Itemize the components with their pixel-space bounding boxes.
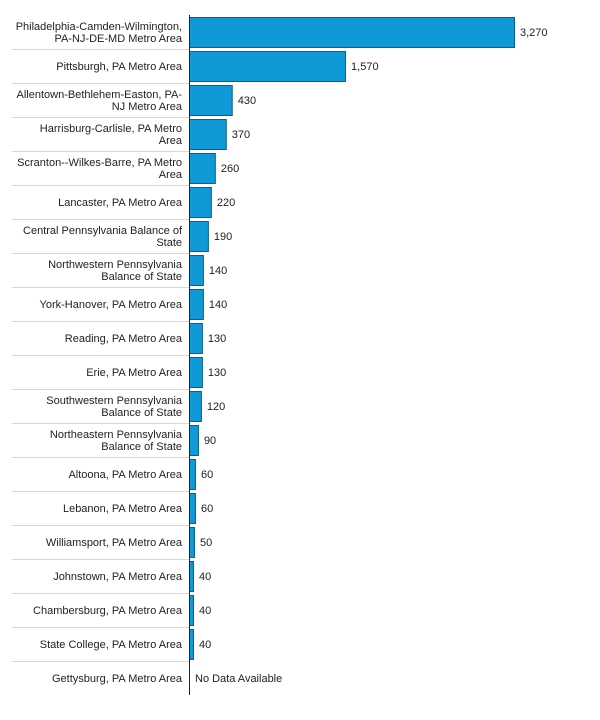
bar — [189, 153, 216, 184]
category-label-line: Allentown-Bethlehem-Easton, PA- — [17, 89, 183, 101]
category-label: Philadelphia-Camden-Wilmington, PA-NJ-DE-… — [16, 21, 183, 45]
category-label: Southwestern Pennsylvania Balance of Stat… — [46, 395, 183, 419]
category-label: State College, PA Metro Area — [40, 639, 183, 651]
category-label-line: Chambersburg, PA Metro Area — [33, 605, 183, 617]
bar — [189, 187, 212, 218]
value-label: 130 — [208, 367, 226, 379]
bar — [189, 323, 203, 354]
bar — [189, 17, 515, 48]
category-label-line: Northeastern Pennsylvania — [50, 429, 183, 441]
value-label: 260 — [221, 163, 239, 175]
category-label-line: Northwestern Pennsylvania — [48, 259, 183, 271]
category-label: Reading, PA Metro Area — [65, 333, 183, 345]
value-label: 130 — [208, 333, 226, 345]
category-label: Northeastern Pennsylvania Balance of Stat… — [50, 429, 183, 453]
bar — [189, 357, 203, 388]
value-label: 140 — [209, 265, 227, 277]
bar — [189, 289, 204, 320]
bar — [189, 255, 204, 286]
category-label: Chambersburg, PA Metro Area — [33, 605, 183, 617]
category-label-line: Balance of State — [101, 441, 182, 453]
bar — [189, 493, 196, 524]
category-label-line: Philadelphia-Camden-Wilmington, — [16, 21, 182, 33]
value-label: 430 — [238, 95, 256, 107]
category-label: Northwestern Pennsylvania Balance of Stat… — [48, 259, 183, 283]
category-label-line: Southwestern Pennsylvania — [46, 395, 183, 407]
bar — [189, 51, 347, 82]
bar — [189, 425, 199, 456]
value-label: 140 — [209, 299, 227, 311]
category-label: Johnstown, PA Metro Area — [53, 571, 183, 583]
bars — [189, 17, 515, 660]
bar — [189, 391, 202, 422]
category-label-line: State College, PA Metro Area — [40, 639, 183, 651]
bar — [189, 595, 194, 626]
category-label: Gettysburg, PA Metro Area — [52, 673, 183, 685]
value-label: 60 — [201, 503, 213, 515]
category-label-line: Johnstown, PA Metro Area — [53, 571, 183, 583]
value-label: 370 — [232, 129, 250, 141]
category-label-line: Harrisburg-Carlisle, PA Metro — [40, 123, 182, 135]
category-label-line: Balance of State — [101, 271, 182, 283]
value-label: 220 — [217, 197, 235, 209]
category-label: Erie, PA Metro Area — [86, 367, 183, 379]
category-label-line: Central Pennsylvania Balance of — [23, 225, 183, 237]
value-label: 90 — [204, 435, 216, 447]
category-label-line: PA-NJ-DE-MD Metro Area — [54, 33, 182, 45]
category-label-line: Balance of State — [101, 407, 182, 419]
category-label: Pittsburgh, PA Metro Area — [56, 61, 183, 73]
row-separators — [12, 49, 189, 662]
bar — [189, 527, 195, 558]
value-label: 60 — [201, 469, 213, 481]
value-labels: 3,270 1,570 430 370 260 220 190 140 140 130 130 120… — [195, 27, 548, 685]
category-label-line: Williamsport, PA Metro Area — [46, 537, 183, 549]
category-label-line: Lancaster, PA Metro Area — [58, 197, 183, 209]
category-label: Lancaster, PA Metro Area — [58, 197, 183, 209]
category-label: Altoona, PA Metro Area — [68, 469, 182, 481]
no-data-label: No Data Available — [195, 673, 282, 685]
value-label: 40 — [199, 571, 211, 583]
category-label: Williamsport, PA Metro Area — [46, 537, 183, 549]
category-label-line: Reading, PA Metro Area — [65, 333, 183, 345]
value-label: 120 — [207, 401, 225, 413]
value-label: 190 — [214, 231, 232, 243]
category-labels: Philadelphia-Camden-Wilmington, PA-NJ-DE-… — [16, 21, 183, 685]
category-label: Central Pennsylvania Balance of State — [23, 225, 183, 249]
category-label-line: State — [156, 237, 182, 249]
value-label: 50 — [200, 537, 212, 549]
category-label: Lebanon, PA Metro Area — [63, 503, 183, 515]
bar — [189, 561, 194, 592]
category-label-line: Lebanon, PA Metro Area — [63, 503, 183, 515]
category-label-line: Pittsburgh, PA Metro Area — [56, 61, 183, 73]
value-label: 1,570 — [351, 61, 379, 73]
category-label: York-Hanover, PA Metro Area — [40, 299, 183, 311]
category-label-line: Gettysburg, PA Metro Area — [52, 673, 183, 685]
category-label-line: Area — [159, 135, 183, 147]
category-label-line: Area — [159, 169, 183, 181]
bar — [189, 629, 194, 660]
value-label: 40 — [199, 605, 211, 617]
category-label-line: Altoona, PA Metro Area — [68, 469, 182, 481]
bar — [189, 221, 209, 252]
category-label-line: Erie, PA Metro Area — [86, 367, 183, 379]
category-label-line: York-Hanover, PA Metro Area — [40, 299, 183, 311]
category-label: Scranton--Wilkes-Barre, PA Metro Area — [17, 157, 183, 181]
category-label-line: Scranton--Wilkes-Barre, PA Metro — [17, 157, 182, 169]
value-label: 3,270 — [520, 27, 548, 39]
bar — [189, 459, 196, 490]
category-label: Harrisburg-Carlisle, PA Metro Area — [40, 123, 183, 147]
value-label: 40 — [199, 639, 211, 651]
bar — [189, 119, 227, 150]
bar — [189, 85, 233, 116]
category-label-line: NJ Metro Area — [112, 101, 183, 113]
category-label: Allentown-Bethlehem-Easton, PA-NJ Metro … — [17, 89, 183, 113]
